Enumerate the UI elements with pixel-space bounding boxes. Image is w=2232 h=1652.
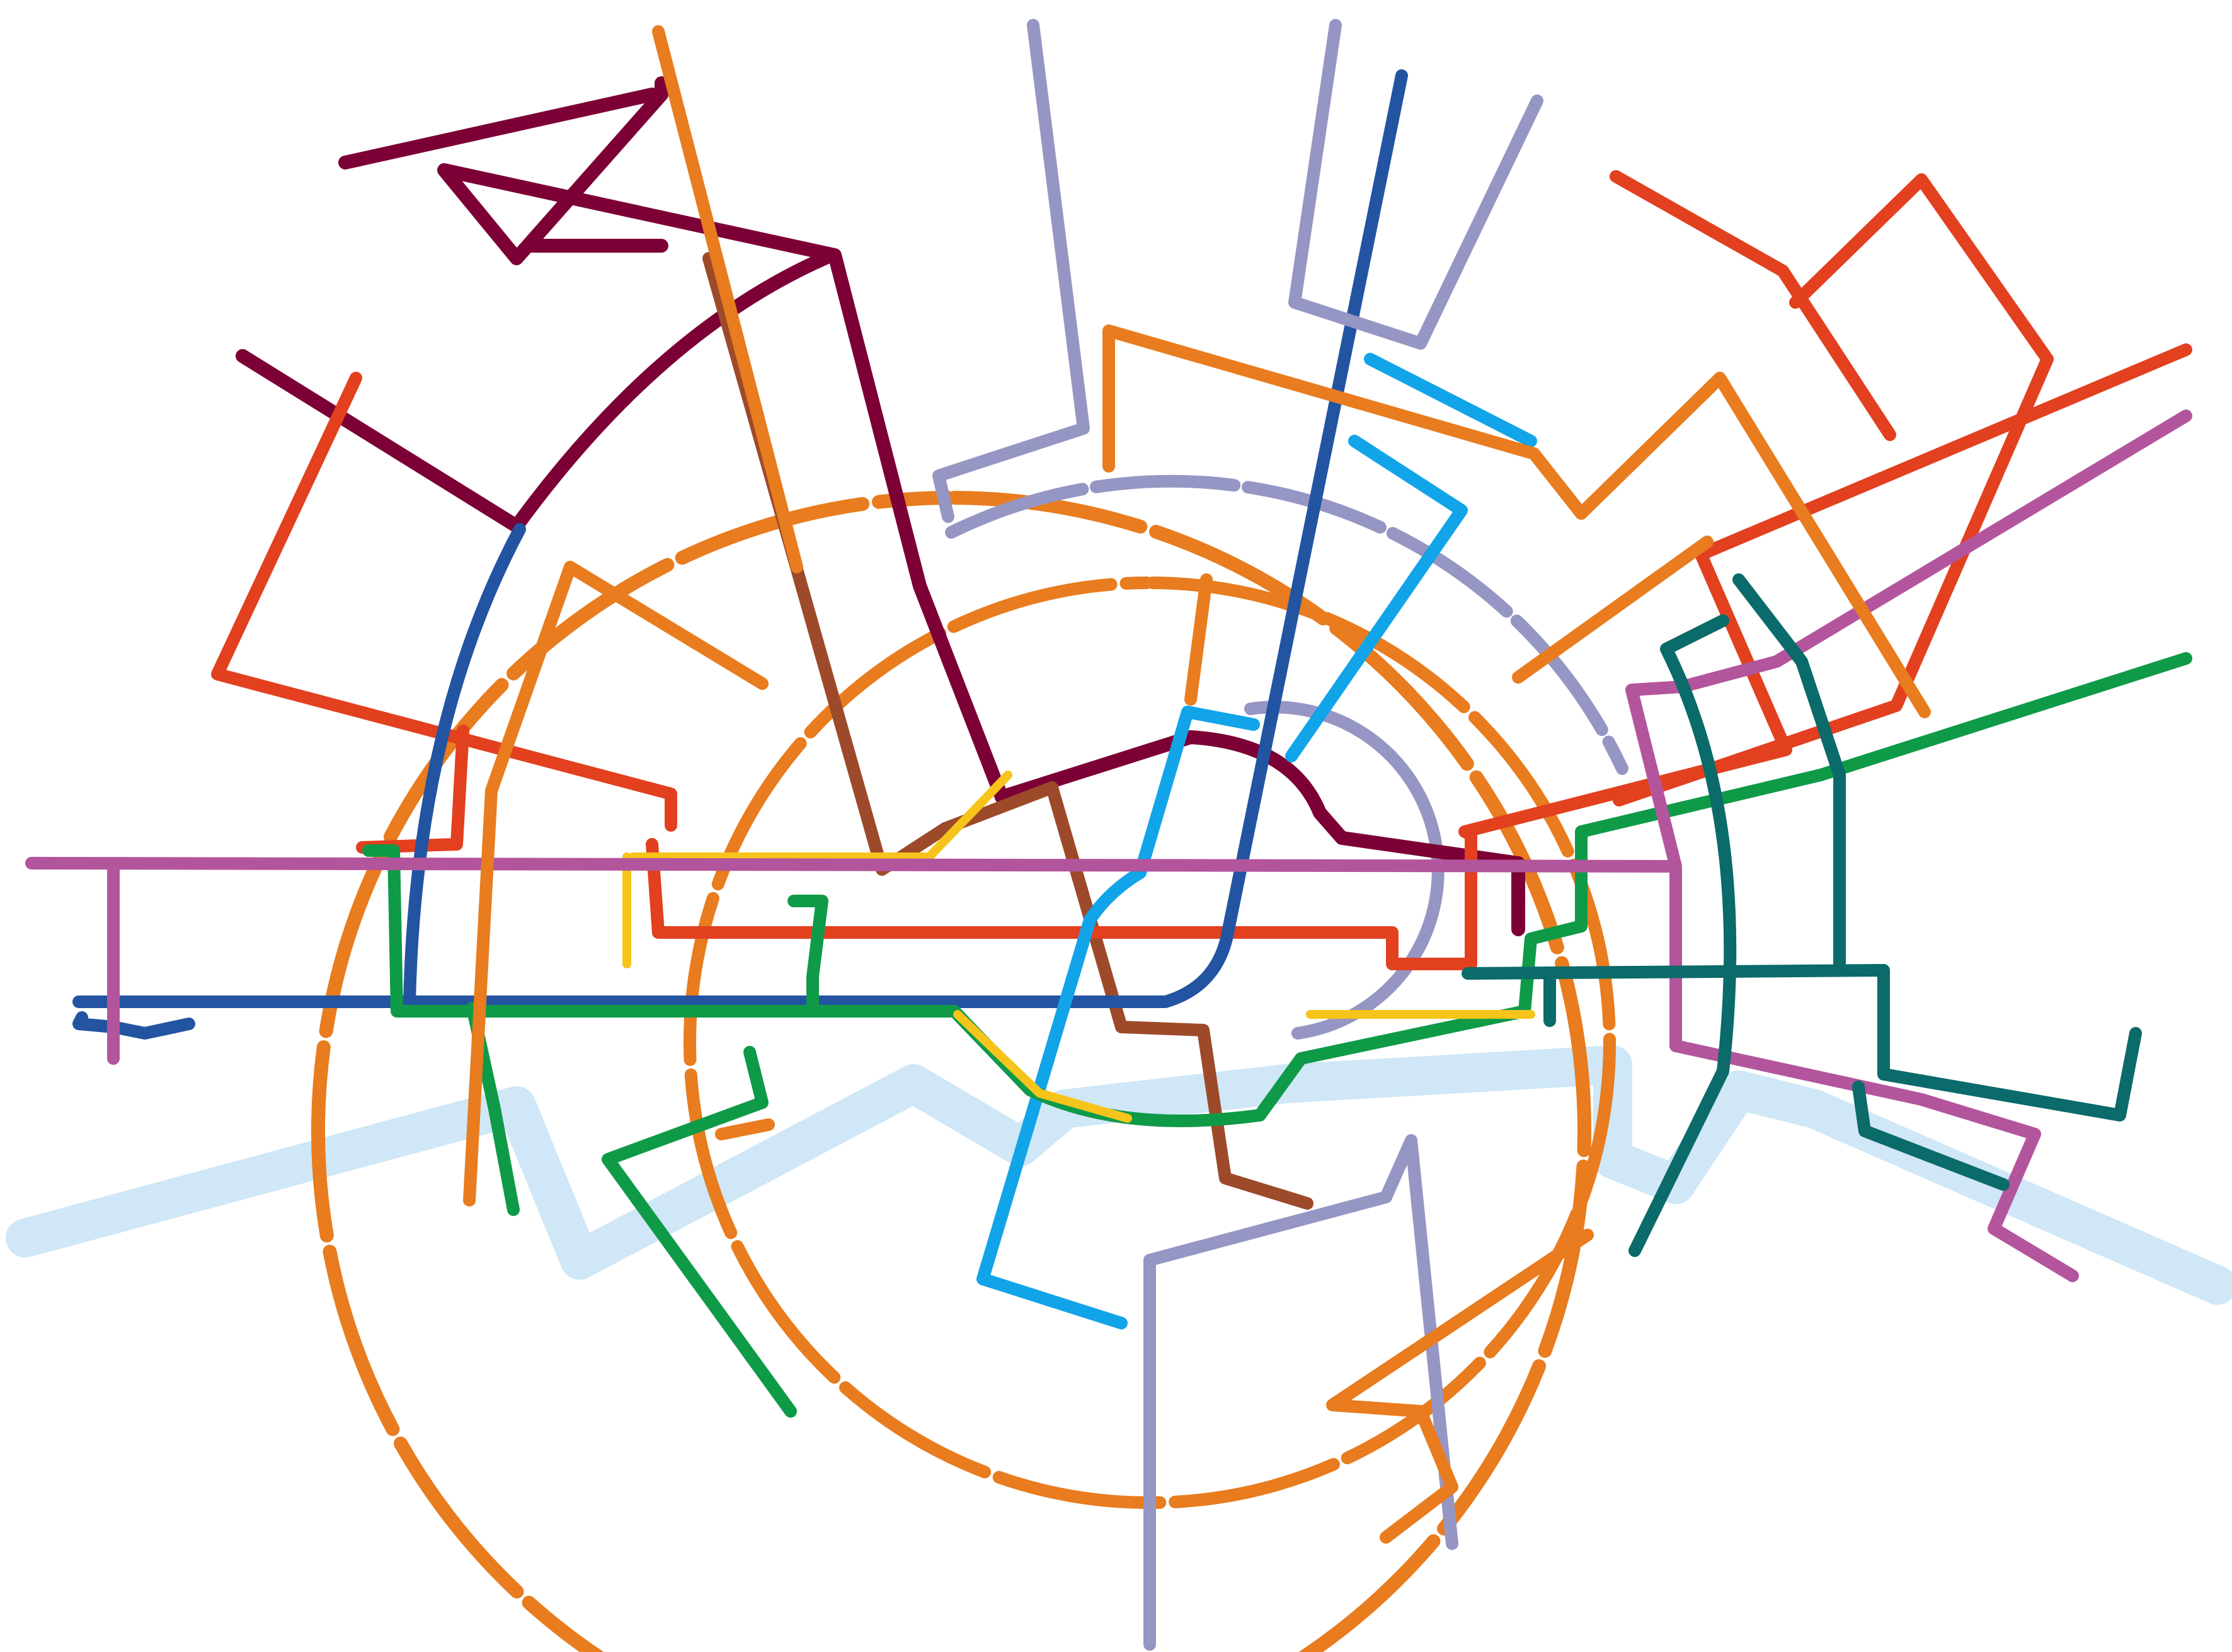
orange-north-path: [1102, 324, 1931, 718]
orange-outer-ring: [311, 491, 1591, 1652]
lavender-ring-path: [945, 474, 1628, 775]
green-path: [362, 652, 2192, 1418]
teal-path: [1462, 573, 2142, 1257]
lavender-north-2-path: [1288, 19, 1543, 350]
orange-inner-path: [715, 573, 1213, 1140]
orange-radials: [463, 25, 1931, 1544]
cyan-line: [976, 353, 1537, 1329]
green-line: [362, 652, 2192, 1418]
yellow-path: [622, 771, 1535, 1123]
lavender-radials: [932, 19, 1543, 1651]
magenta-path: [25, 410, 2192, 1282]
maroon-line: [236, 76, 1525, 936]
yellow-line: [622, 771, 1535, 1123]
orange-ring-path: [311, 491, 1591, 1652]
maroon-path-1: [338, 76, 1525, 936]
orange-east-path: [1512, 536, 1714, 684]
red-path-west: [211, 372, 677, 854]
red-lines: [211, 170, 2192, 970]
maroon-path-2: [236, 248, 838, 533]
red-path-center: [646, 170, 2192, 970]
magenta-line: [25, 410, 2192, 1282]
orange-southeast-path: [1326, 1229, 1594, 1544]
lavender-south-path: [1143, 1134, 1458, 1651]
orange-northwest-path: [463, 25, 803, 1207]
teal-line: [1462, 573, 2142, 1257]
lavender-north-path: [932, 19, 1090, 523]
cyan-path: [976, 353, 1537, 1329]
